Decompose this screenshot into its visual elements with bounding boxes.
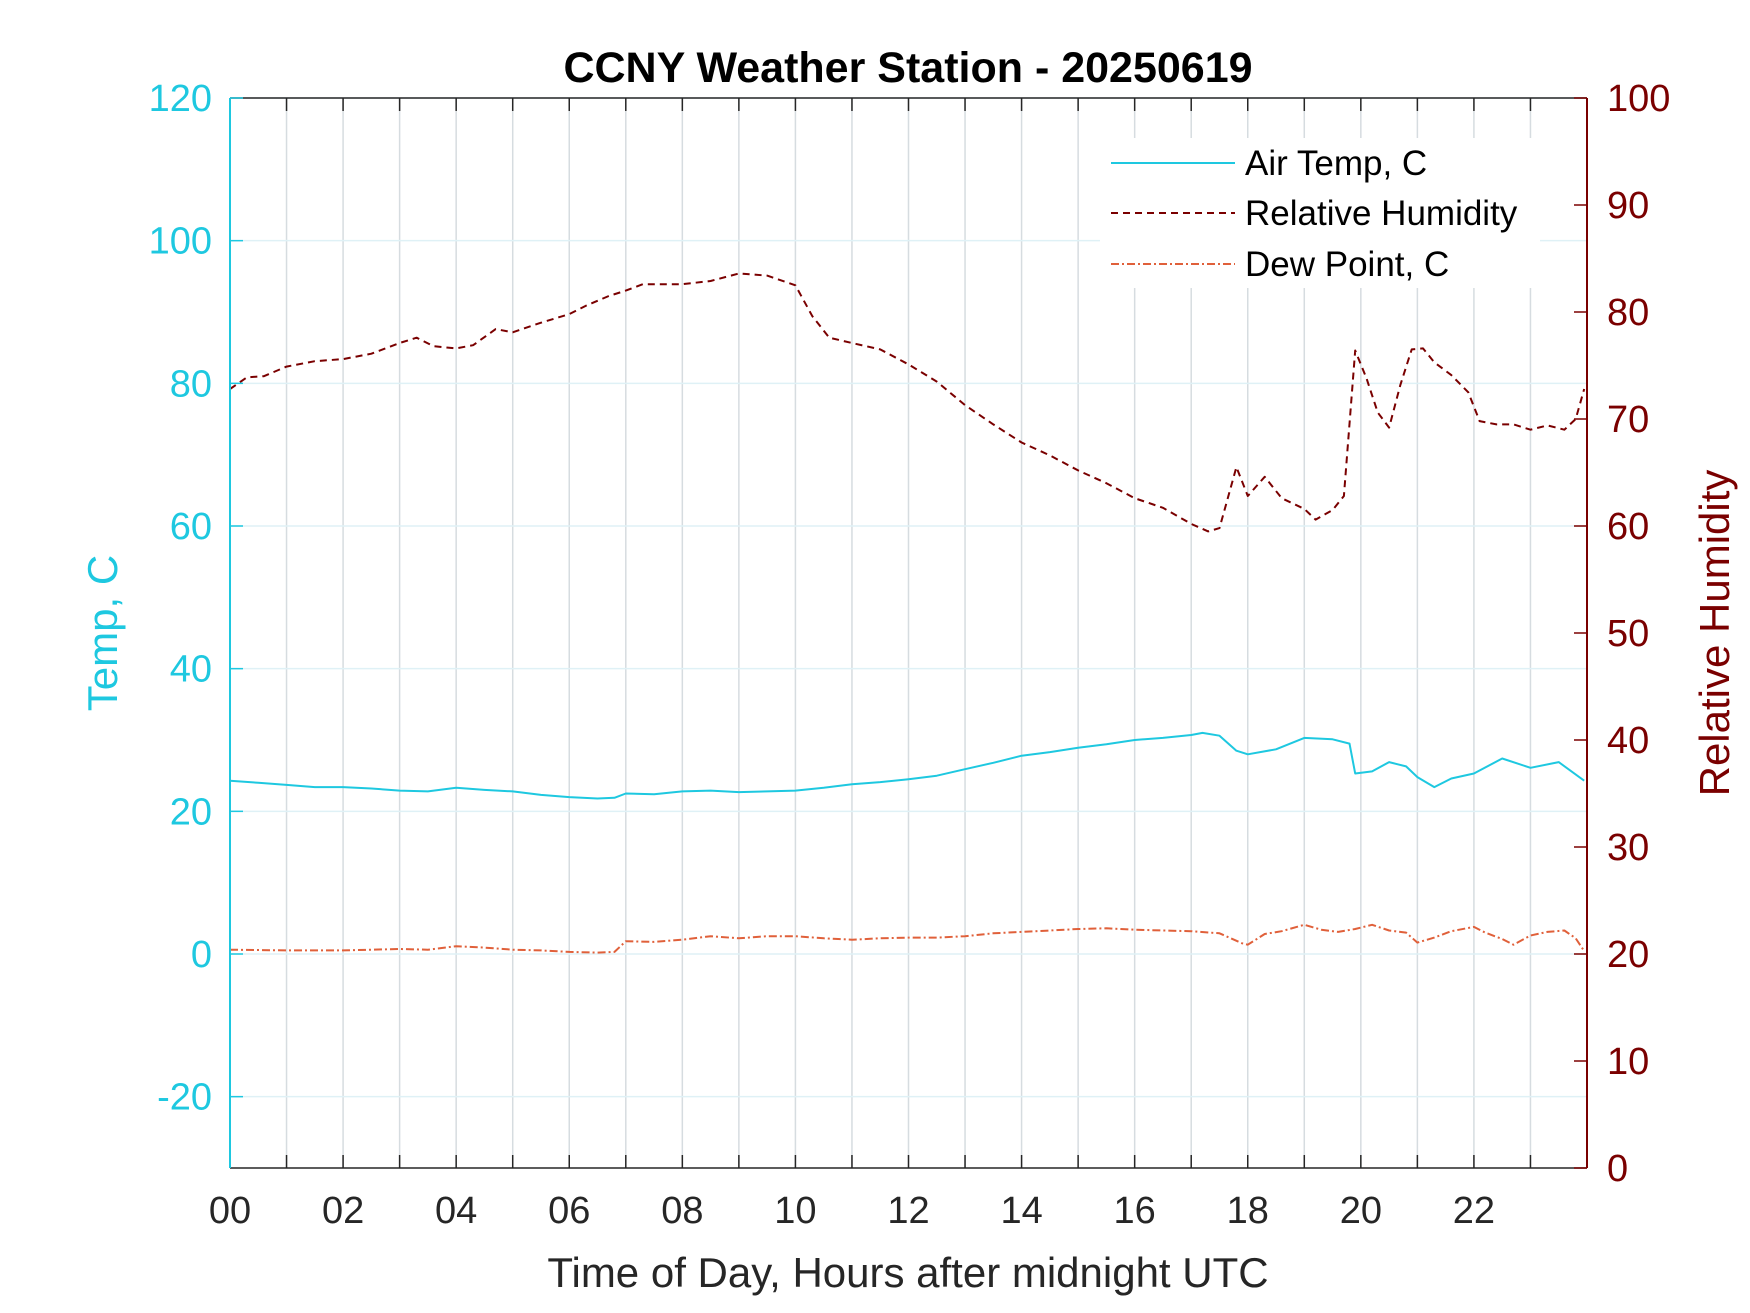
- y-right-tick-label: 50: [1607, 613, 1649, 655]
- x-tick-label: 00: [209, 1190, 251, 1232]
- chart-title: CCNY Weather Station - 20250619: [563, 44, 1252, 92]
- x-tick-label: 18: [1227, 1190, 1269, 1232]
- x-tick-label: 20: [1340, 1190, 1382, 1232]
- x-tick-label: 10: [774, 1190, 816, 1232]
- x-tick-label: 16: [1114, 1190, 1156, 1232]
- y-left-tick-label: -20: [157, 1077, 212, 1119]
- legend-label-air-temp: Air Temp, C: [1245, 144, 1427, 183]
- air-temp-line: [229, 731, 1585, 800]
- x-tick-label: 02: [322, 1190, 364, 1232]
- grid-lines: [230, 97, 1587, 1168]
- y-left-tick-label: 0: [191, 934, 212, 976]
- y-right-tick-label: 30: [1607, 827, 1649, 869]
- y-left-tick-label: 80: [170, 363, 212, 405]
- dew-point-line: [229, 923, 1586, 954]
- relative-humidity-line: [229, 272, 1586, 533]
- x-tick-label: 08: [661, 1190, 703, 1232]
- x-tick-label: 06: [548, 1190, 590, 1232]
- y-right-tick-label: 0: [1607, 1148, 1628, 1190]
- y-right-tick-label: 10: [1607, 1041, 1649, 1083]
- data-series: [229, 272, 1586, 954]
- y-left-tick-label: 100: [149, 221, 212, 263]
- x-tick-label: 12: [887, 1190, 929, 1232]
- y-right-tick-label: 60: [1607, 506, 1649, 548]
- x-axis-label: Time of Day, Hours after midnight UTC: [547, 1249, 1268, 1296]
- y-right-tick-label: 70: [1607, 399, 1649, 441]
- y-left-tick-label: 40: [170, 649, 212, 691]
- y-left-tick-label: 120: [149, 78, 212, 120]
- x-tick-label: 22: [1453, 1190, 1495, 1232]
- x-tick-label: 14: [1000, 1190, 1042, 1232]
- y-left-tick-label: 60: [170, 506, 212, 548]
- legend: Air Temp, C Relative Humidity Dew Point,…: [1100, 138, 1540, 288]
- tick-labels: 00 02 04 06 08 10 12 14 16 18 20 22-200204060801001…: [149, 78, 1671, 1232]
- legend-label-relative-humidity: Relative Humidity: [1245, 194, 1518, 233]
- legend-label-dew-point: Dew Point, C: [1245, 245, 1449, 284]
- y-axis-right-label: Relative Humidity: [1691, 470, 1738, 797]
- x-tick-label: 04: [435, 1190, 477, 1232]
- y-axis-left-label: Temp, C: [79, 555, 126, 711]
- y-right-tick-label: 100: [1607, 78, 1670, 120]
- y-left-tick-label: 20: [170, 791, 212, 833]
- y-right-tick-label: 40: [1607, 720, 1649, 762]
- y-right-tick-label: 20: [1607, 934, 1649, 976]
- axes: [229, 97, 1588, 1169]
- y-right-tick-label: 80: [1607, 292, 1649, 334]
- y-right-tick-label: 90: [1607, 185, 1649, 227]
